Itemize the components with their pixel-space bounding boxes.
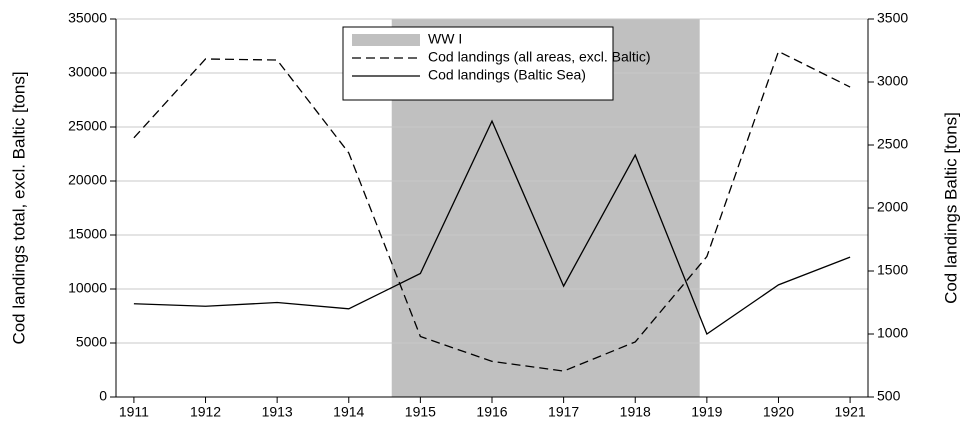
legend-label: WW I (428, 31, 462, 47)
y2-tick-label: 500 (877, 388, 901, 404)
y2-axis-title: Cod landings Baltic [tons] (941, 112, 960, 304)
y-tick-label: 5000 (76, 334, 107, 350)
legend-swatch (352, 34, 420, 46)
y2-tick-label: 2000 (877, 199, 908, 215)
x-tick-label: 1917 (548, 404, 579, 420)
x-tick-label: 1911 (119, 404, 149, 420)
y-tick-label: 10000 (68, 280, 107, 296)
x-tick-label: 1914 (333, 404, 364, 420)
x-tick-label: 1920 (763, 404, 794, 420)
series-line (133, 50, 851, 372)
y-tick-label: 0 (99, 388, 107, 404)
x-tick-label: 1916 (476, 404, 507, 420)
x-tick-label: 1912 (190, 404, 221, 420)
y-tick-label: 25000 (68, 118, 107, 134)
y2-tick-label: 1000 (877, 325, 908, 341)
y-axis-title: Cod landings total, excl. Baltic [tons] (9, 71, 28, 344)
y-tick-label: 30000 (68, 64, 107, 80)
x-tick-label: 1915 (405, 404, 436, 420)
x-tick-label: 1919 (691, 404, 722, 420)
y2-tick-label: 3500 (877, 10, 908, 26)
legend-label: Cod landings (all areas, excl. Baltic) (428, 49, 651, 65)
series-line (133, 119, 851, 335)
y2-tick-label: 1500 (877, 262, 908, 278)
x-tick-label: 1913 (262, 404, 293, 420)
y2-tick-label: 3000 (877, 73, 908, 89)
legend-label: Cod landings (Baltic Sea) (428, 67, 586, 83)
y-tick-label: 20000 (68, 172, 107, 188)
y-tick-label: 35000 (68, 10, 107, 26)
x-tick-label: 1921 (835, 404, 866, 420)
y2-tick-label: 2500 (877, 136, 908, 152)
x-tick-label: 1918 (620, 404, 651, 420)
y-tick-label: 15000 (68, 226, 107, 242)
